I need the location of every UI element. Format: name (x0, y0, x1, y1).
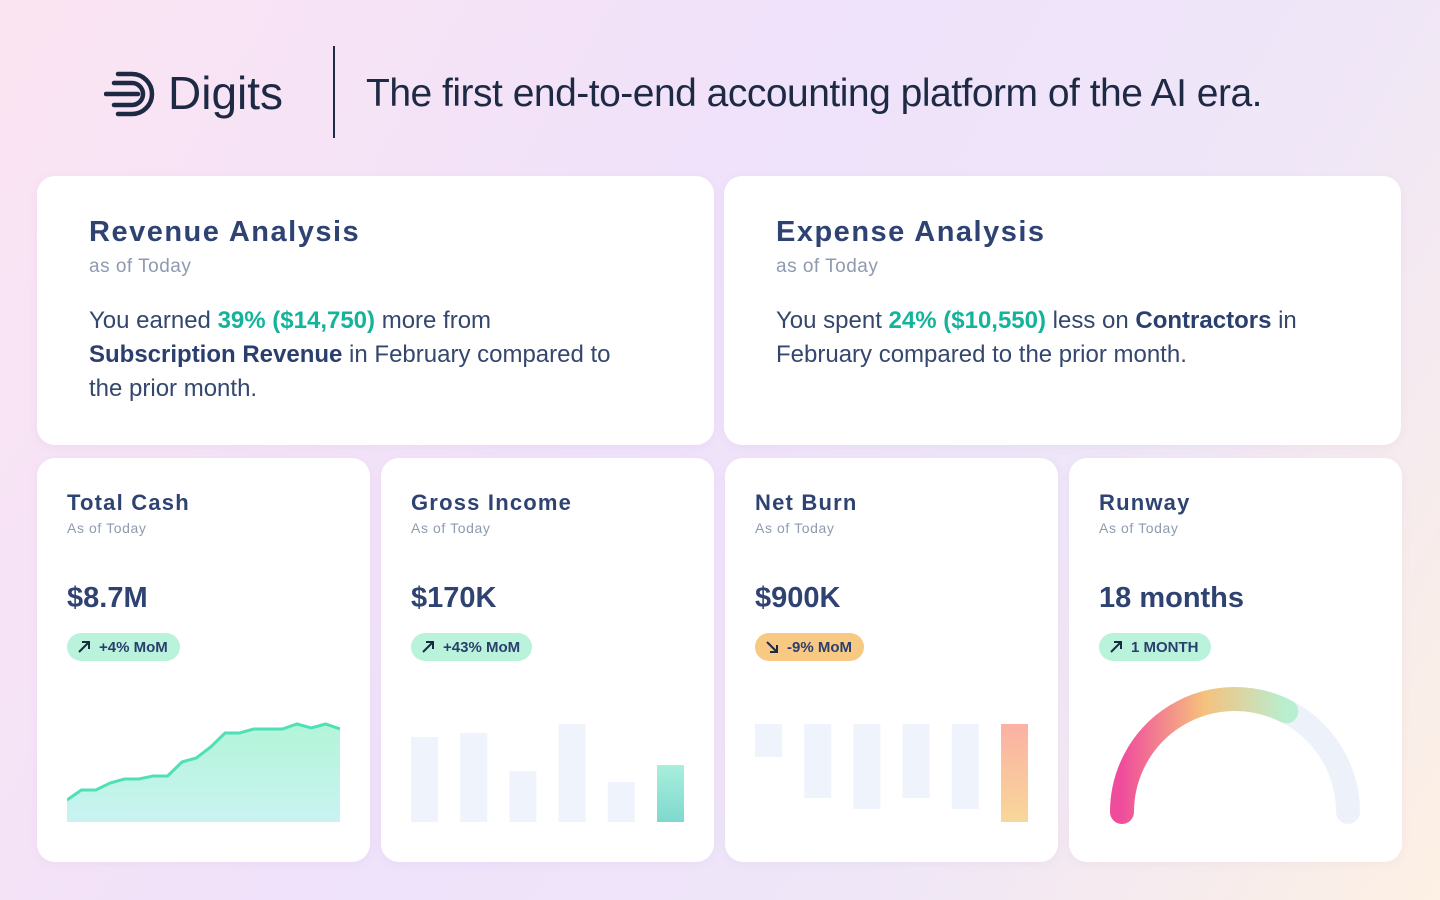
arrow (78, 641, 90, 653)
text-segment: less on (1046, 307, 1136, 334)
bar (951, 724, 979, 809)
brand: Digits (168, 67, 284, 119)
bar (411, 737, 438, 822)
gauge-value (1110, 687, 1299, 824)
mini-chart (755, 724, 1028, 822)
metric-card: Runway As of Today 18 months 1 MONTH (1069, 458, 1402, 862)
logo-icon (104, 71, 155, 117)
change-label: +4% MoM (99, 638, 168, 656)
insight-card: Expense Analysis as of Today You spent 24%… (724, 176, 1401, 445)
metric-card: Gross Income As of Today $170K +43% MoM (381, 458, 714, 862)
text-segment: 24% ($10,550) (888, 307, 1046, 334)
trend-icon (1110, 641, 1122, 653)
metric-card: Total Cash As of Today $8.7M +4% MoM (37, 458, 370, 862)
text-segment: in February compared to the prior month. (89, 341, 611, 402)
divider (333, 46, 335, 138)
text-segment: Contractors (1135, 307, 1272, 334)
insight-title: Revenue Analysis (89, 216, 361, 248)
metric-card: Net Burn As of Today $900K -9% MoM (725, 458, 1058, 862)
metric-subtitle: As of Today (67, 520, 147, 536)
text-segment: You spent (776, 307, 889, 334)
metric-subtitle: As of Today (411, 520, 491, 536)
metric-value: $900K (755, 582, 841, 614)
trend-icon (78, 641, 90, 653)
metric-title: Total Cash (67, 490, 190, 515)
text-segment: You earned (89, 307, 218, 334)
change-badge: +43% MoM (411, 633, 533, 661)
arrow (766, 641, 778, 653)
text-segment: more from (375, 307, 492, 334)
text-segment: Subscription Revenue (89, 341, 343, 368)
bar (902, 724, 930, 798)
bar (558, 724, 586, 822)
bar (509, 771, 537, 822)
trend-icon (766, 641, 778, 653)
bar (755, 724, 782, 757)
change-label: 1 MONTH (1131, 638, 1199, 656)
change-badge: +4% MoM (67, 633, 180, 661)
text-segment: 39% ($14,750) (217, 307, 376, 334)
insight-title: Expense Analysis (776, 216, 1046, 248)
insight-text: You spent 24% ($10,550) less on Contract… (776, 304, 1316, 372)
bar (804, 724, 832, 798)
line (67, 722, 340, 802)
mini-chart (411, 724, 684, 822)
metric-title: Net Burn (755, 490, 858, 515)
bar (607, 782, 635, 822)
metric-value: 18 months (1099, 582, 1245, 614)
mini-chart (1110, 687, 1360, 824)
metric-subtitle: As of Today (755, 520, 835, 536)
text-segment: in February compared to the prior month. (776, 307, 1297, 368)
bar (460, 733, 488, 822)
metric-value: $170K (411, 582, 497, 614)
bar (1001, 724, 1028, 822)
change-badge: 1 MONTH (1099, 633, 1211, 661)
bar (853, 724, 881, 809)
insight-card: Revenue Analysis as of Today You earned 39… (37, 176, 714, 445)
mini-chart (67, 722, 340, 822)
metric-title: Gross Income (411, 490, 573, 515)
metric-value: $8.7M (67, 582, 148, 614)
insight-text: You earned 39% ($14,750) more from Subsc… (89, 304, 629, 406)
area (67, 724, 340, 822)
tagline: The first end-to-end accounting platform… (366, 72, 1263, 115)
insight-subtitle: as of Today (89, 256, 192, 277)
insight-subtitle: as of Today (776, 256, 879, 277)
change-label: -9% MoM (787, 638, 852, 656)
trend-icon (422, 641, 434, 653)
metric-title: Runway (1099, 490, 1191, 515)
change-label: +43% MoM (443, 638, 521, 656)
change-badge: -9% MoM (755, 633, 864, 661)
arrow (1110, 641, 1122, 653)
metric-subtitle: As of Today (1099, 520, 1179, 536)
bar (657, 765, 684, 822)
arrow (422, 641, 434, 653)
